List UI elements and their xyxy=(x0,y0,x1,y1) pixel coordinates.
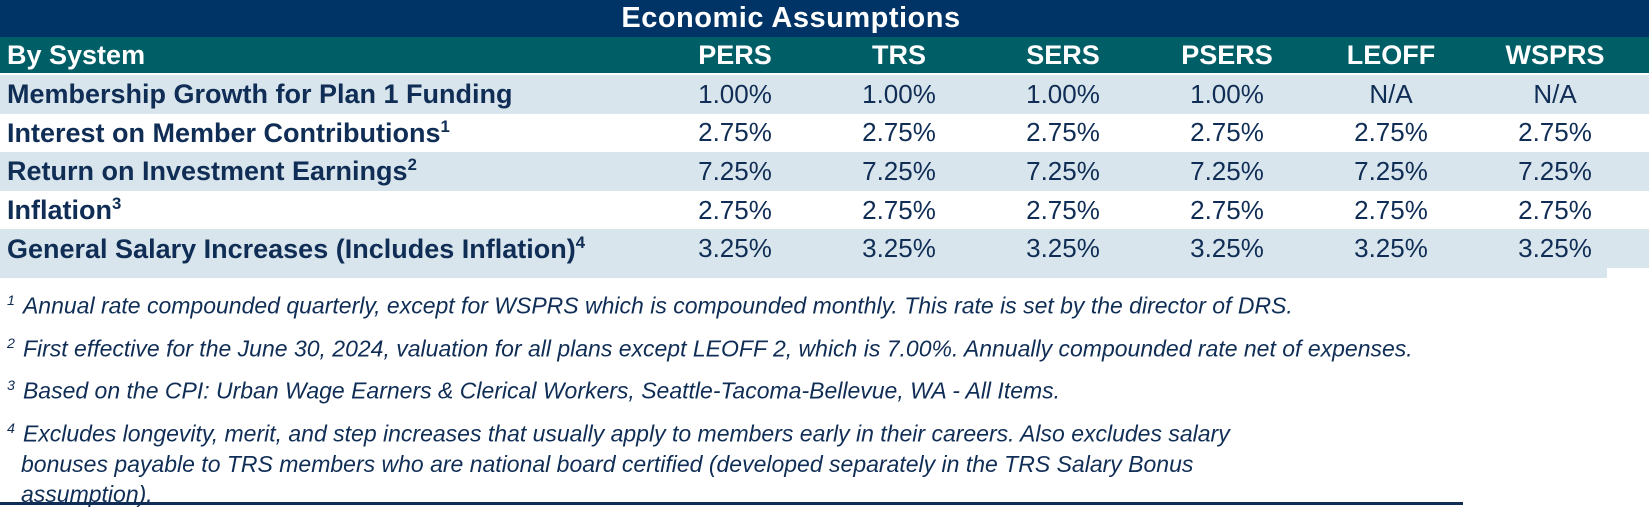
table-cell: 2.75% xyxy=(1518,117,1592,148)
table-cell: 3.25% xyxy=(862,233,936,264)
title-bar: Economic Assumptions xyxy=(0,0,1649,37)
row-label-text: Return on Investment Earnings xyxy=(7,156,408,187)
table-cell: 2.75% xyxy=(862,194,936,225)
table-row-interest-on-member-contributions: Interest on Member Contributions1 2.75% … xyxy=(0,113,1649,153)
table-cell: 7.25% xyxy=(698,155,772,186)
header-col-trs: TRS xyxy=(872,39,926,70)
table-cell: 2.75% xyxy=(1354,194,1428,225)
row-label-text: General Salary Increases (Includes Infla… xyxy=(7,233,576,264)
row-footnote-marker: 1 xyxy=(440,116,450,136)
table-cell: 3.25% xyxy=(698,233,772,264)
footnote-3: 3 Based on the CPI: Urban Wage Earners & … xyxy=(7,371,1649,406)
table-cell: 1.00% xyxy=(698,78,772,109)
row-label: Interest on Member Contributions1 xyxy=(0,117,653,149)
footnote-line: 1 Annual rate compounded quarterly, excep… xyxy=(7,286,1649,321)
table-cell: 1.00% xyxy=(1026,78,1100,109)
footnote-line: 4 Excludes longevity, merit, and step inc… xyxy=(7,414,1649,449)
row-label: General Salary Increases (Includes Infla… xyxy=(0,233,653,265)
table-cell: 7.25% xyxy=(1190,155,1264,186)
header-col-pers: PERS xyxy=(698,39,772,70)
row-footnote-marker: 3 xyxy=(111,194,122,214)
table-cell: 3.25% xyxy=(1026,233,1100,264)
footnote-2: 2 First effective for the June 30, 2024, … xyxy=(7,329,1649,364)
footnote-text: Excludes longevity, merit, and step incr… xyxy=(22,420,1230,447)
table-cell: 7.25% xyxy=(1354,155,1428,186)
footnote-line: bonuses payable to TRS members who are n… xyxy=(21,450,1194,477)
table-cell: 7.25% xyxy=(862,155,936,186)
footnote-text: Based on the CPI: Urban Wage Earners & C… xyxy=(22,377,1061,404)
footnote-marker: 2 xyxy=(7,335,15,352)
table-bottom-border xyxy=(0,502,1463,505)
table-cell: 7.25% xyxy=(1518,155,1592,186)
table-header-row: By System PERS TRS SERS PSERS LEOFF WSPR… xyxy=(0,37,1649,75)
row-label-text: Interest on Member Contributions xyxy=(7,117,441,148)
row-label: Inflation3 xyxy=(0,194,653,226)
table-row-inflation: Inflation3 2.75% 2.75% 2.75% 2.75% 2.75%… xyxy=(0,190,1649,230)
table-cell: 2.75% xyxy=(1354,117,1428,148)
table-cell: 7.25% xyxy=(1026,155,1100,186)
table-cell: 1.00% xyxy=(1190,78,1264,109)
page-title: Economic Assumptions xyxy=(621,2,961,34)
header-by-system: By System xyxy=(7,39,146,70)
table-cell: 2.75% xyxy=(1026,117,1100,148)
footnote-4: 4 Excludes longevity, merit, and step inc… xyxy=(7,414,1649,509)
row-label-text: Membership Growth for Plan 1 Funding xyxy=(7,79,513,110)
table-cell: 2.75% xyxy=(1190,194,1264,225)
table-cell: 2.75% xyxy=(1190,117,1264,148)
table-row-membership-growth: Membership Growth for Plan 1 Funding 1.0… xyxy=(0,75,1649,114)
footnote-text: Annual rate compounded quarterly, except… xyxy=(22,292,1293,319)
table-cell: 3.25% xyxy=(1518,233,1592,264)
header-col-leoff: LEOFF xyxy=(1346,39,1436,70)
table-cell: 1.00% xyxy=(862,78,936,109)
footnote-line: 3 Based on the CPI: Urban Wage Earners & … xyxy=(7,371,1649,406)
footnote-marker: 4 xyxy=(7,420,15,437)
table-cell: 3.25% xyxy=(1190,233,1264,264)
table-cell: N/A xyxy=(1369,78,1413,109)
table-cell: 2.75% xyxy=(1026,194,1100,225)
header-col-wsprs: WSPRS xyxy=(1505,39,1605,70)
footnote-text: First effective for the June 30, 2024, v… xyxy=(22,335,1413,362)
row-label: Membership Growth for Plan 1 Funding xyxy=(0,78,653,110)
table-cell: N/A xyxy=(1533,78,1577,109)
table-cell: 2.75% xyxy=(862,117,936,148)
footnote-1: 1 Annual rate compounded quarterly, excep… xyxy=(7,286,1649,321)
row-label: Return on Investment Earnings2 xyxy=(0,155,653,187)
table-cell: 2.75% xyxy=(698,194,772,225)
row-footnote-marker: 4 xyxy=(575,232,586,252)
table-row-general-salary-increases: General Salary Increases (Includes Infla… xyxy=(0,229,1649,268)
table-row-return-on-investment-earnings: Return on Investment Earnings2 7.25% 7.2… xyxy=(0,152,1649,191)
header-col-psers: PSERS xyxy=(1181,39,1273,70)
footnote-marker: 1 xyxy=(7,292,15,309)
header-col-sers: SERS xyxy=(1026,39,1100,70)
table-bottom-strip xyxy=(0,267,1607,278)
footnote-marker: 3 xyxy=(7,378,15,395)
row-label-text: Inflation xyxy=(7,195,112,226)
footnote-line: 2 First effective for the June 30, 2024, … xyxy=(7,329,1649,364)
table-cell: 2.75% xyxy=(1518,194,1592,225)
table-cell: 2.75% xyxy=(698,117,772,148)
row-footnote-marker: 2 xyxy=(407,155,417,175)
table-cell: 3.25% xyxy=(1354,233,1428,264)
footnotes-section: 1 Annual rate compounded quarterly, excep… xyxy=(0,278,1649,509)
